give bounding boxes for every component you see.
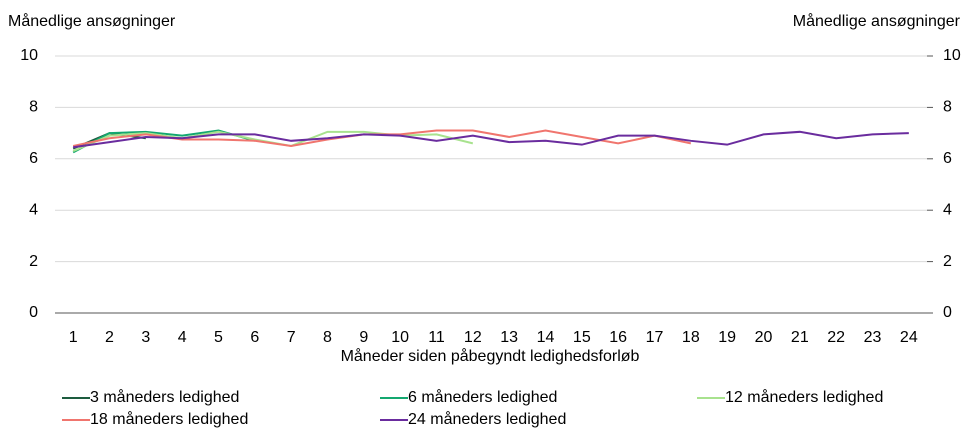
series-line <box>73 130 909 149</box>
legend-label: 6 måneders ledighed <box>408 388 557 406</box>
y-axis-title: Månedlige ansøgninger <box>8 12 176 30</box>
x-tick-label: 21 <box>791 329 809 346</box>
y2-axis-title: Månedlige ansøgninger <box>793 12 961 30</box>
x-tick-label: 23 <box>864 329 882 346</box>
x-tick-label: 13 <box>500 329 518 346</box>
x-tick-label: 20 <box>755 329 773 346</box>
x-tick-label: 2 <box>105 329 114 346</box>
x-tick-label: 24 <box>900 329 918 346</box>
x-tick-label: 14 <box>537 329 555 346</box>
x-tick-label: 3 <box>141 329 150 346</box>
y2-tick-label: 2 <box>943 253 952 270</box>
x-tick-label: 9 <box>359 329 368 346</box>
x-tick-label: 12 <box>464 329 482 346</box>
y-tick-label: 8 <box>29 99 38 116</box>
y-tick-label: 6 <box>29 150 38 167</box>
legend-label: 18 måneders ledighed <box>90 410 248 428</box>
x-tick-label: 7 <box>287 329 296 346</box>
x-tick-label: 10 <box>391 329 409 346</box>
x-tick-label: 6 <box>250 329 259 346</box>
legend-label: 12 måneders ledighed <box>725 388 883 406</box>
x-tick-label: 18 <box>682 329 700 346</box>
y2-tick-label: 6 <box>943 150 952 167</box>
x-tick-label: 16 <box>609 329 627 346</box>
y2-tick-label: 8 <box>943 99 952 116</box>
y-tick-label: 0 <box>29 304 38 321</box>
x-tick-label: 22 <box>827 329 845 346</box>
x-tick-label: 8 <box>323 329 332 346</box>
x-tick-label: 1 <box>69 329 78 346</box>
legend-label: 24 måneders ledighed <box>408 410 566 428</box>
x-axis-title: Måneder siden påbegyndt ledighedsforløb <box>341 347 640 365</box>
y2-tick-label: 4 <box>943 201 952 218</box>
x-tick-label: 11 <box>428 329 445 346</box>
y2-tick-label: 0 <box>943 304 952 321</box>
x-tick-label: 5 <box>214 329 223 346</box>
x-tick-label: 17 <box>646 329 664 346</box>
legend-label: 3 måneders ledighed <box>90 388 239 406</box>
x-tick-label: 4 <box>178 329 187 346</box>
x-tick-label: 19 <box>718 329 736 346</box>
y-tick-label: 2 <box>29 253 38 270</box>
series-line <box>72 130 474 153</box>
y2-tick-label: 10 <box>943 47 961 64</box>
y-tick-label: 10 <box>20 47 38 64</box>
y-tick-label: 4 <box>29 201 38 218</box>
x-tick-label: 15 <box>573 329 591 346</box>
